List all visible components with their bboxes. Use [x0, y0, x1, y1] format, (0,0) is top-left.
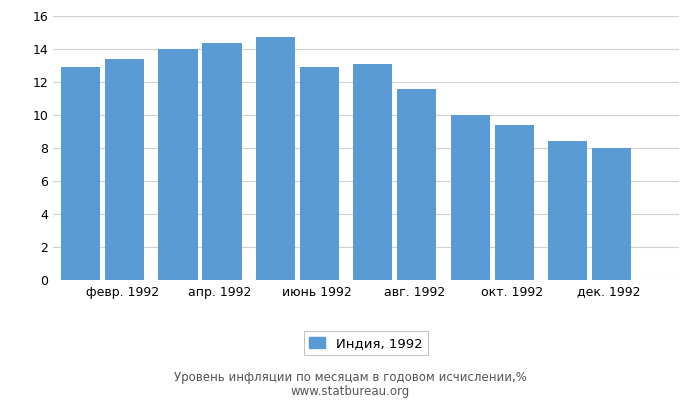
Bar: [105, 59, 144, 280]
Bar: [494, 125, 534, 280]
Bar: [397, 90, 437, 280]
Bar: [451, 115, 490, 280]
Legend: Индия, 1992: Индия, 1992: [304, 332, 428, 355]
Bar: [158, 49, 197, 280]
Bar: [353, 64, 393, 280]
Bar: [548, 140, 587, 280]
Bar: [592, 148, 631, 280]
Bar: [202, 43, 241, 280]
Text: www.statbureau.org: www.statbureau.org: [290, 386, 410, 398]
Bar: [300, 67, 339, 280]
Bar: [61, 67, 100, 280]
Bar: [256, 38, 295, 280]
Text: Уровень инфляции по месяцам в годовом исчислении,%: Уровень инфляции по месяцам в годовом ис…: [174, 372, 526, 384]
